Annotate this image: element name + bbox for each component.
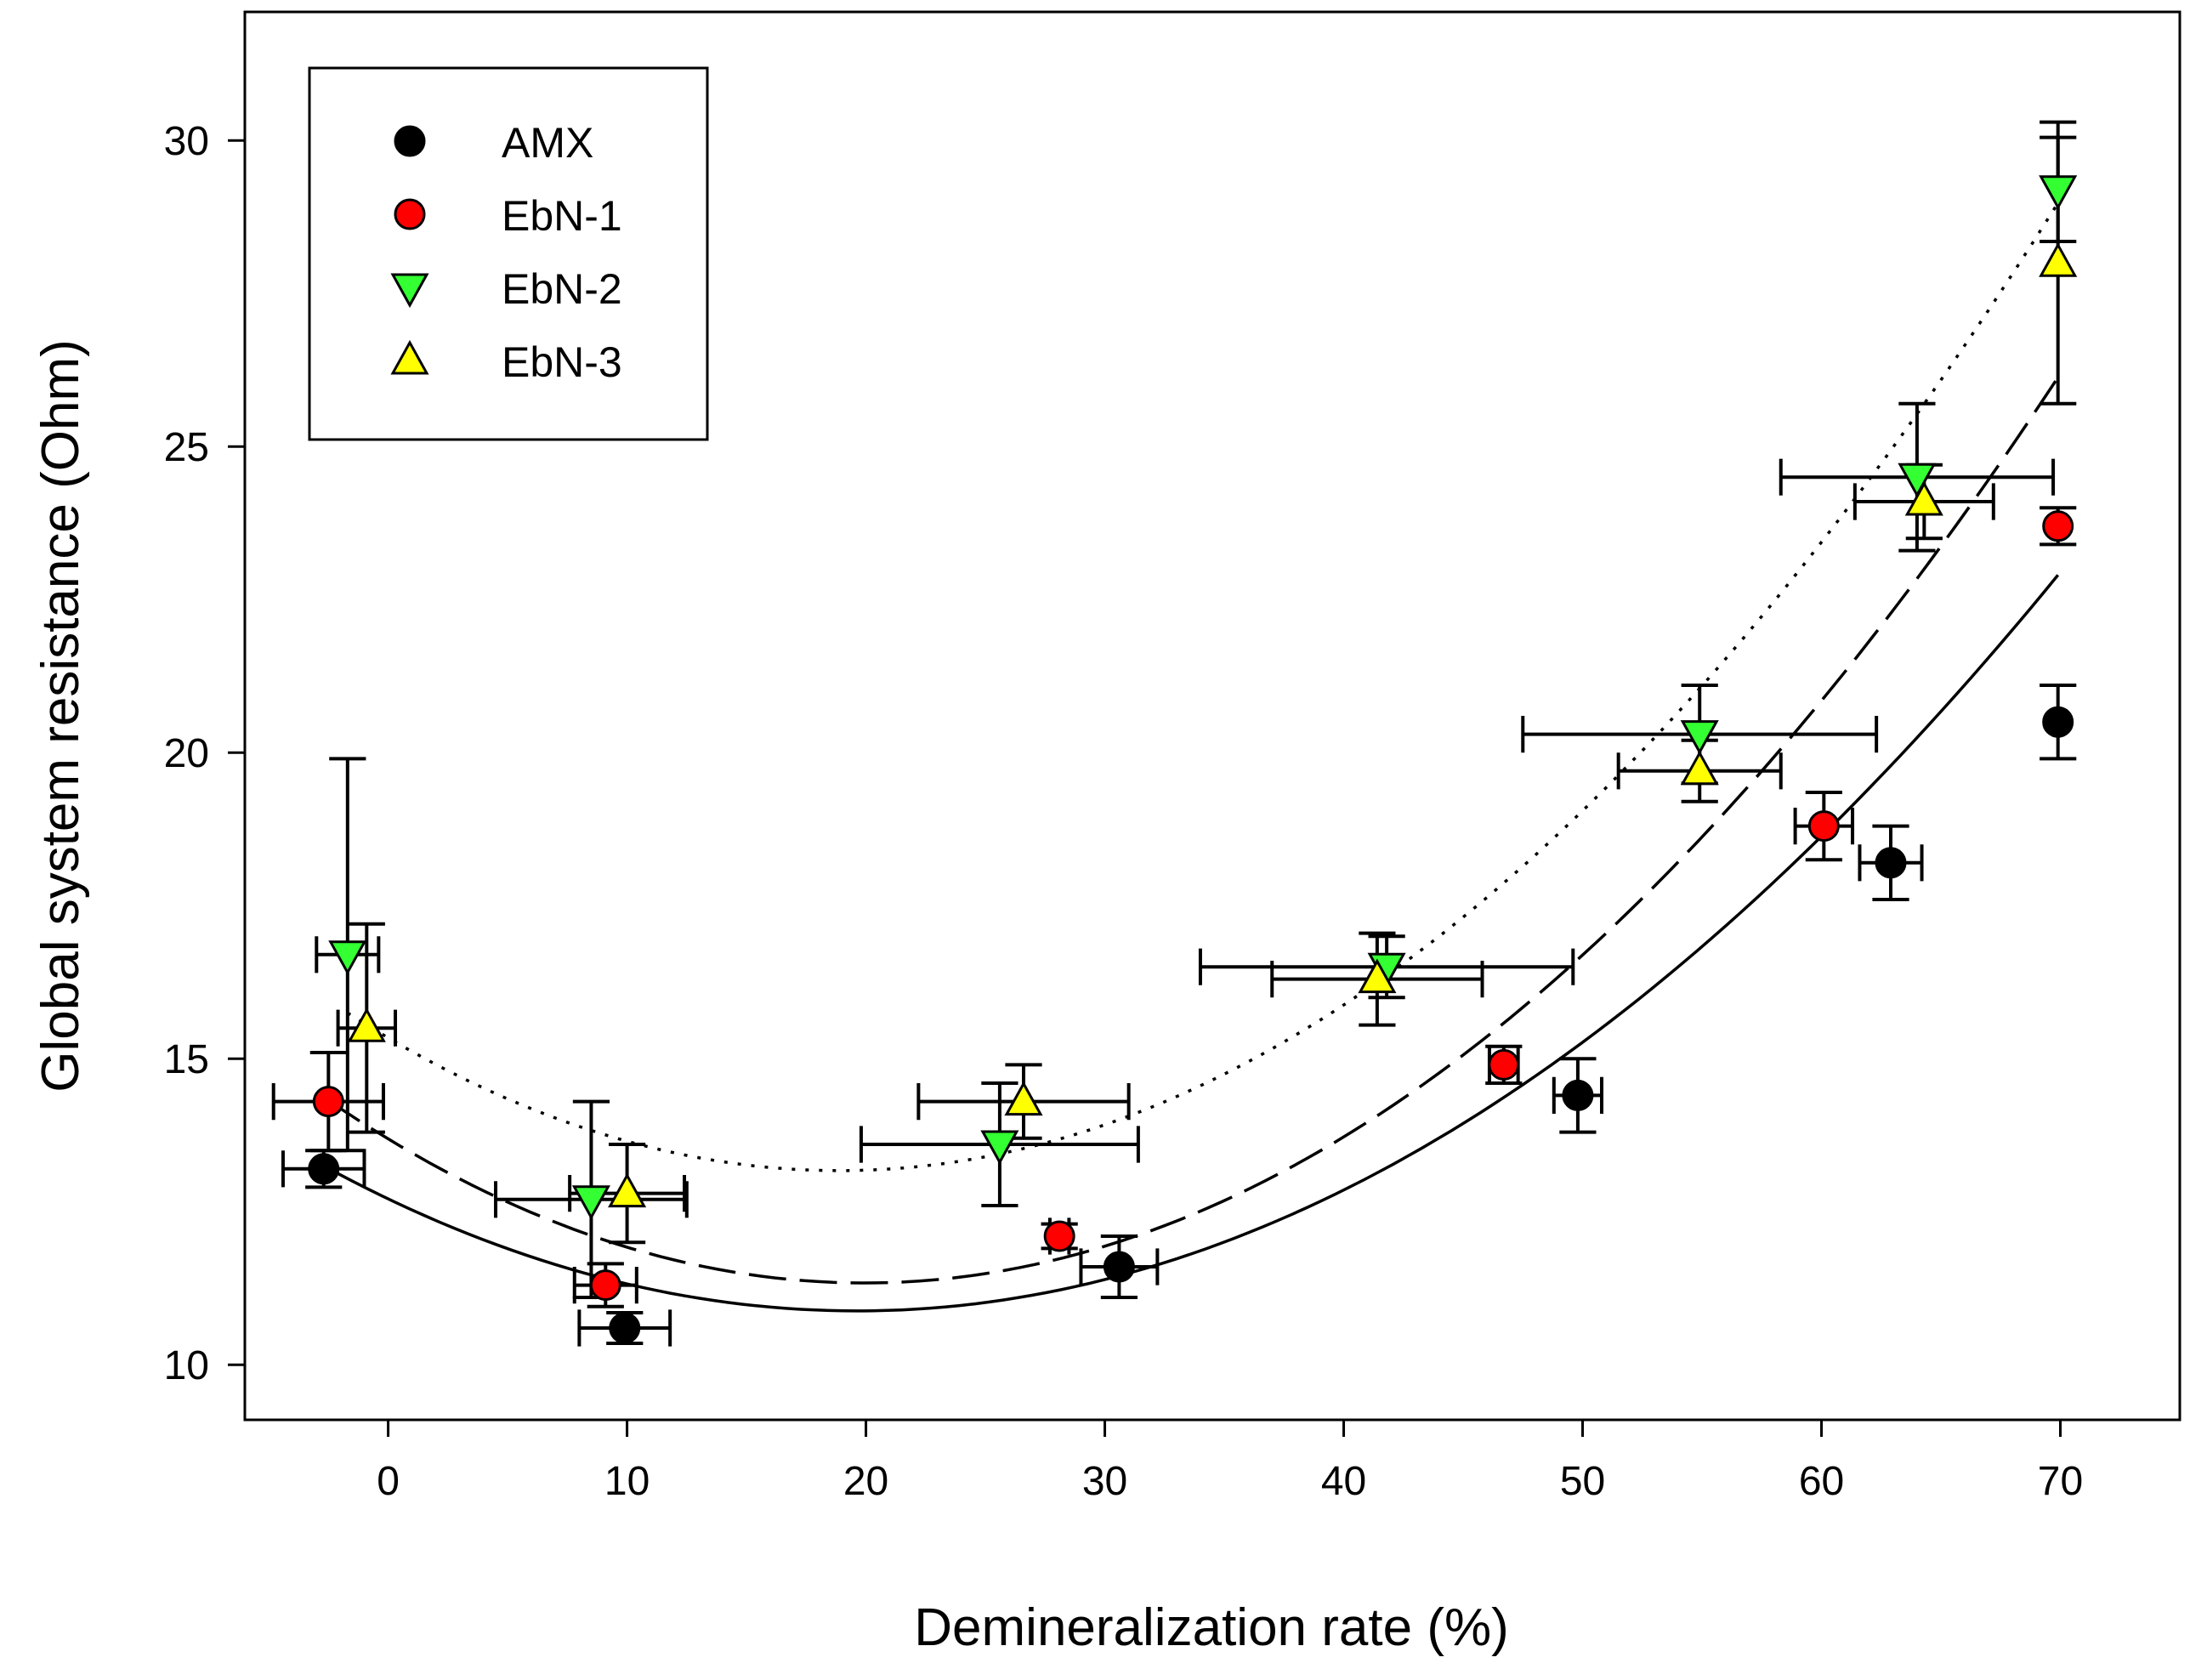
marker-amx <box>1562 1079 1594 1111</box>
fit-curve-ebn-1 <box>327 376 2060 1285</box>
marker-ebn-3 <box>1904 480 1943 516</box>
marker-ebn-1 <box>1807 810 1840 843</box>
x-tick-label: 50 <box>1560 1459 1605 1504</box>
x-tick-label: 40 <box>1321 1459 1366 1504</box>
marker-ebn-2 <box>1898 463 1937 498</box>
legend-marker-amx <box>394 125 426 157</box>
marker-ebn-1 <box>312 1086 344 1118</box>
legend: AMX EbN-1 EbN-2 EbN-3 <box>308 66 709 441</box>
y-tick-label: 30 <box>164 119 209 164</box>
legend-label-ebn-2: EbN-2 <box>502 265 622 313</box>
x-axis-title: Demineralization rate (%) <box>914 1598 1508 1657</box>
marker-ebn-2 <box>1680 720 1719 755</box>
x-tick-label: 30 <box>1082 1459 1127 1504</box>
marker-ebn-2 <box>980 1130 1019 1166</box>
marker-ebn-3 <box>347 1007 386 1042</box>
y-axis-title: Global system resistance (Ohm) <box>31 339 90 1092</box>
marker-ebn-3 <box>1004 1081 1043 1116</box>
legend-label-amx: AMX <box>502 119 593 167</box>
marker-ebn-1 <box>589 1269 621 1302</box>
legend-label-ebn-1: EbN-1 <box>502 192 622 240</box>
marker-amx <box>2042 706 2074 738</box>
y-tick-label: 20 <box>164 731 209 776</box>
marker-ebn-3 <box>1358 958 1397 994</box>
data-markers <box>308 175 2078 1344</box>
legend-box <box>308 66 709 441</box>
marker-amx <box>308 1153 340 1185</box>
y-tick-label: 15 <box>164 1037 209 1082</box>
marker-ebn-3 <box>1680 750 1719 786</box>
marker-ebn-2 <box>2039 175 2078 210</box>
marker-ebn-1 <box>1043 1220 1075 1252</box>
marker-amx <box>1875 847 1907 879</box>
marker-ebn-2 <box>328 940 367 975</box>
x-tick-label: 70 <box>2038 1459 2083 1504</box>
marker-ebn-1 <box>1488 1048 1520 1081</box>
legend-marker-ebn-1 <box>394 198 426 230</box>
axis-ticks: 0 10 20 30 40 50 60 70 10 15 20 25 30 <box>164 119 2084 1504</box>
marker-ebn-1 <box>2042 510 2074 542</box>
legend-marker-ebn-3 <box>390 339 429 375</box>
y-tick-label: 10 <box>164 1343 209 1388</box>
x-tick-label: 0 <box>377 1459 400 1504</box>
y-tick-label: 25 <box>164 425 209 470</box>
marker-amx <box>1103 1251 1135 1283</box>
marker-ebn-3 <box>2039 242 2078 277</box>
x-tick-label: 10 <box>604 1459 650 1504</box>
plot-frame <box>243 10 2181 1422</box>
marker-amx <box>609 1312 641 1344</box>
x-tick-label: 60 <box>1799 1459 1844 1504</box>
legend-marker-ebn-2 <box>390 273 429 309</box>
marker-ebn-2 <box>571 1185 610 1220</box>
x-tick-label: 20 <box>843 1459 888 1504</box>
marker-ebn-3 <box>608 1172 647 1208</box>
legend-label-ebn-3: EbN-3 <box>502 338 622 386</box>
